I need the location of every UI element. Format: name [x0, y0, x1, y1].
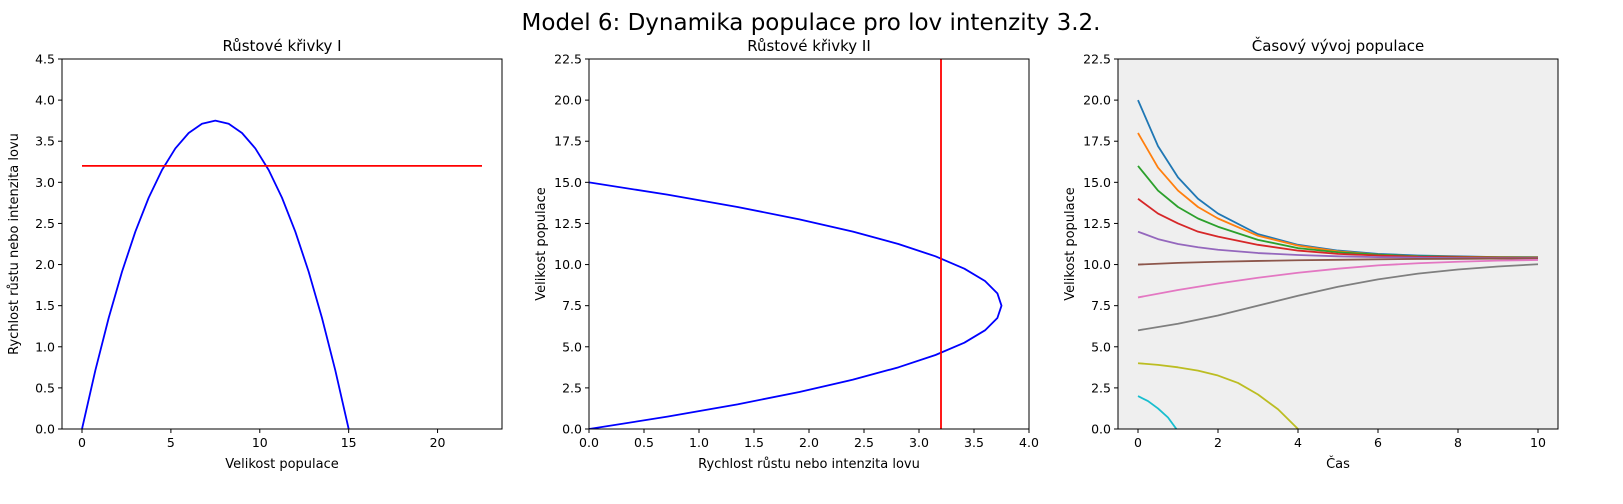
series-line-1: [589, 181, 1003, 429]
y-tick-label: 20.0: [1083, 93, 1111, 108]
x-tick-label: 4.0: [1019, 435, 1039, 450]
x-tick-label: 3.0: [909, 435, 929, 450]
series-line-10: [1137, 395, 1178, 429]
y-tick-label: 7.5: [1091, 298, 1111, 313]
x-axis-label: Velikost populace: [225, 457, 339, 472]
y-tick-label: 1.0: [35, 339, 55, 354]
series-group: [1137, 99, 1539, 429]
series-line-6: [1137, 257, 1539, 266]
panel-2: 0.0 0.5 1.0 1.5 2.0 2.5 3.0 3.5 4.0 0.0 2.5 5.0 7.5 1…: [534, 37, 1039, 472]
y-tick-label: 1.5: [35, 298, 55, 313]
y-tick-label: 0.5: [35, 380, 55, 395]
y-tick-label: 0.0: [562, 422, 582, 437]
y-axis-label: Rychlost růstu nebo intenzita lovu: [7, 133, 22, 355]
x-tick-label: 8: [1454, 435, 1462, 450]
y-tick-label: 17.5: [554, 134, 582, 149]
y-tick-label: 22.5: [554, 52, 582, 67]
y-tick-label: 0.0: [35, 422, 55, 437]
x-tick-label: 1.0: [689, 435, 709, 450]
x-tick-label: 10: [252, 435, 268, 450]
panel-title: Růstové křivky I: [222, 37, 341, 55]
x-tick-label: 20: [430, 435, 446, 450]
series-line-7: [1137, 259, 1539, 299]
y-tick-label: 0.0: [1091, 422, 1111, 437]
y-tick-label: 5.0: [1091, 339, 1111, 354]
x-tick-label: 3.5: [964, 435, 984, 450]
x-axis-label: Rychlost růstu nebo intenzita lovu: [698, 457, 920, 472]
y-tick-label: 17.5: [1083, 134, 1111, 149]
series-group: [589, 59, 1003, 429]
x-tick-label: 0: [78, 435, 86, 450]
x-tick-label: 4: [1294, 435, 1302, 450]
x-tick-label: 10: [1530, 435, 1546, 450]
y-tick-label: 12.5: [1083, 216, 1111, 231]
y-tick-label: 7.5: [562, 298, 582, 313]
panel-title: Růstové křivky II: [747, 37, 871, 55]
x-tick-label: 15: [341, 435, 357, 450]
plot-area: [589, 59, 1029, 429]
x-tick-label: 6: [1374, 435, 1382, 450]
x-tick-label: 2.0: [799, 435, 819, 450]
series-group: [81, 119, 482, 429]
y-tick-label: 15.0: [554, 175, 582, 190]
plot-area: [62, 59, 502, 429]
x-tick-label: 2: [1214, 435, 1222, 450]
y-tick-label: 2.5: [562, 380, 582, 395]
y-tick-label: 5.0: [562, 339, 582, 354]
y-tick-label: 4.0: [35, 93, 55, 108]
figure-title: Model 6: Dynamika populace pro lov inten…: [522, 10, 1101, 36]
y-tick-label: 10.0: [554, 257, 582, 272]
x-axis-label: Čas: [1326, 456, 1350, 472]
x-tick-label: 1.5: [744, 435, 764, 450]
y-tick-label: 4.5: [35, 52, 55, 67]
y-tick-label: 2.0: [35, 257, 55, 272]
axes-frame: [1117, 58, 1559, 430]
y-tick-label: 15.0: [1083, 175, 1111, 190]
y-tick-label: 3.0: [35, 175, 55, 190]
series-line-9: [1137, 362, 1299, 429]
series-line-1: [81, 119, 350, 429]
y-axis-label: Velikost populace: [534, 187, 549, 301]
y-tick-label: 22.5: [1083, 52, 1111, 67]
x-tick-label: 2.5: [854, 435, 874, 450]
y-axis-label: Velikost populace: [1063, 187, 1078, 301]
y-tick-label: 20.0: [554, 93, 582, 108]
x-tick-label: 5: [167, 435, 175, 450]
y-tick-label: 3.5: [35, 134, 55, 149]
axes-frame: [61, 58, 503, 430]
x-tick-label: 0.5: [634, 435, 654, 450]
y-tick-label: 2.5: [1091, 380, 1111, 395]
panel-3: 0 2 4 6 8 10 0.0 2.5 5.0 7.5 10.0 12.5 15.0 17.5 20.0 2…: [1063, 36, 1559, 472]
y-tick-label: 12.5: [554, 216, 582, 231]
x-tick-label: 0.0: [579, 435, 599, 450]
panels: 0 5 10 15 200.00.51.01.52.02.53.03.54.04.5Rů…: [7, 36, 1559, 472]
y-tick-label: 2.5: [35, 216, 55, 231]
panel-1: 0 5 10 15 20 0.0 0.5 1.0 1.5 2.0 2.5 3.0 3.5 4.0 4.5 Rů…: [7, 37, 503, 472]
plot-area: [1118, 59, 1558, 429]
y-tick-label: 10.0: [1083, 257, 1111, 272]
x-tick-label: 0: [1134, 435, 1142, 450]
series-line-8: [1137, 263, 1539, 332]
panel-title: Časový vývoj populace: [1252, 36, 1425, 55]
